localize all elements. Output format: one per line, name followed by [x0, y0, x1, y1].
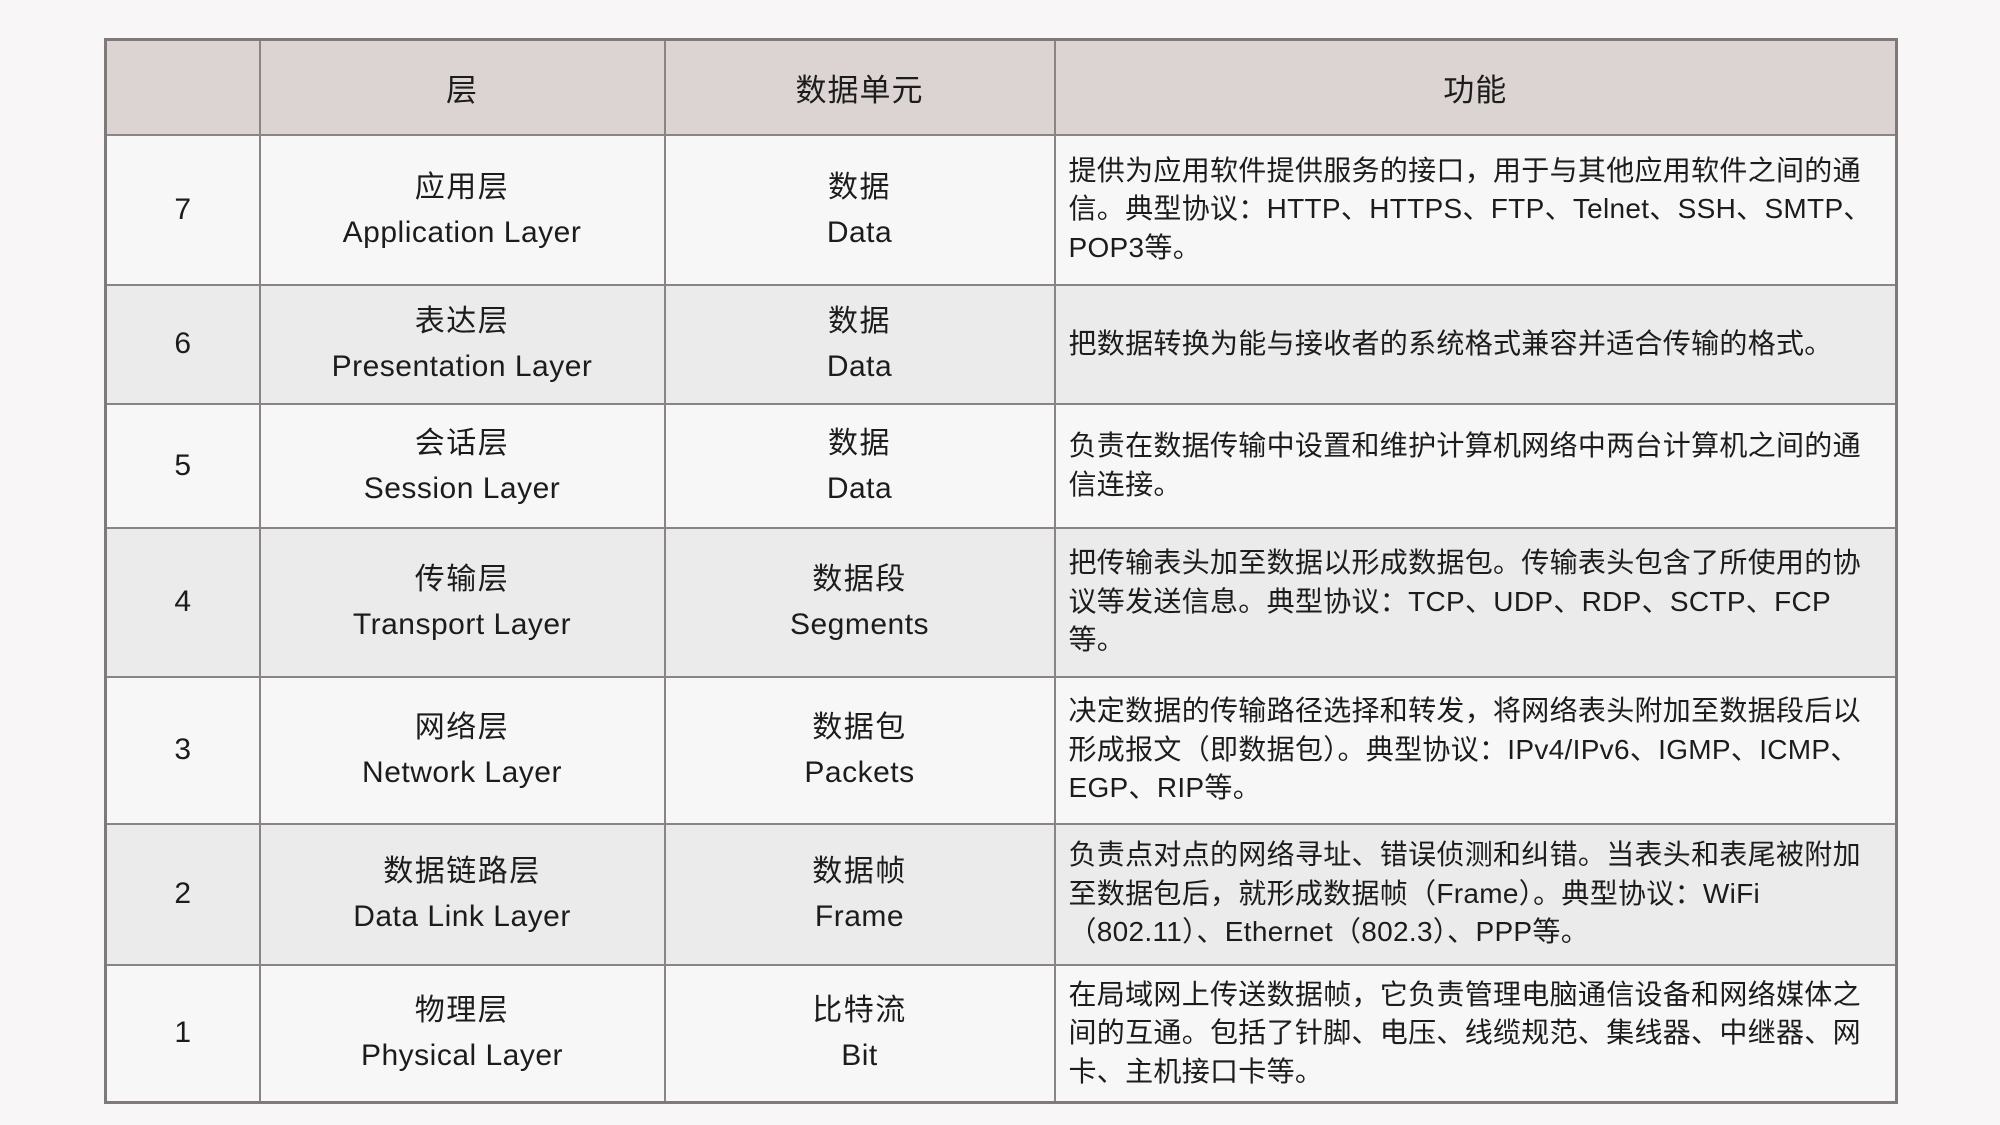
layer-number: 2	[104, 822, 261, 966]
header-cell-function: 功能	[1053, 38, 1898, 136]
data-unit-en: Bit	[841, 1039, 878, 1073]
data-unit-en: Data	[826, 471, 893, 505]
layer-number: 3	[104, 675, 261, 825]
layer-number: 1	[104, 963, 261, 1104]
layer-name-cell: 网络层 Network Layer	[258, 675, 666, 825]
layer-number: 7	[104, 133, 261, 286]
table-row-layer-4: 4 传输层 Transport Layer 数据段 Segments 把传输表头…	[104, 526, 1898, 678]
layer-name-en: Session Layer	[363, 471, 561, 505]
layer-name-en: Application Layer	[342, 215, 582, 249]
function-cell: 提供为应用软件提供服务的接口，用于与其他应用软件之间的通信。典型协议：HTTP、…	[1053, 133, 1898, 286]
layer-name-en: Presentation Layer	[331, 350, 593, 383]
layer-name-cell: 数据链路层 Data Link Layer	[258, 822, 666, 966]
data-unit-zh: 数据包	[812, 711, 907, 744]
data-unit-cell: 数据包 Packets	[663, 675, 1056, 825]
layer-name-en: Transport Layer	[352, 608, 572, 641]
layer-name-zh: 表达层	[414, 305, 510, 338]
data-unit-en: Packets	[804, 756, 915, 789]
table-row-layer-5: 5 会话层 Session Layer 数据 Data 负责在数据传输中设置和维…	[104, 402, 1898, 529]
layer-name-zh: 网络层	[414, 711, 510, 744]
function-cell: 把传输表头加至数据以形成数据包。传输表头包含了所使用的协议等发送信息。典型协议：…	[1053, 526, 1898, 678]
data-unit-zh: 数据段	[812, 563, 907, 596]
data-unit-zh: 数据	[828, 426, 891, 460]
function-cell: 在局域网上传送数据帧，它负责管理电脑通信设备和网络媒体之间的互通。包括了针脚、电…	[1053, 963, 1898, 1104]
layer-name-zh: 物理层	[414, 994, 510, 1028]
function-cell: 把数据转换为能与接收者的系统格式兼容并适合传输的格式。	[1053, 283, 1898, 405]
osi-model-table: 层 数据单元 功能 7 应用层 Application Layer 数据 Dat…	[104, 38, 1898, 1105]
header-cell-empty	[104, 38, 261, 136]
data-unit-cell: 数据 Data	[663, 402, 1056, 529]
data-unit-en: Data	[826, 215, 893, 249]
layer-name-cell: 会话层 Session Layer	[258, 402, 666, 529]
header-cell-data-unit: 数据单元	[663, 38, 1056, 136]
data-unit-zh: 数据帧	[812, 855, 907, 888]
table-row-layer-1: 1 物理层 Physical Layer 比特流 Bit 在局域网上传送数据帧，…	[104, 963, 1898, 1104]
data-unit-en: Data	[826, 350, 893, 383]
layer-name-cell: 物理层 Physical Layer	[258, 963, 666, 1104]
layer-name-zh: 传输层	[414, 563, 510, 596]
function-cell: 负责在数据传输中设置和维护计算机网络中两台计算机之间的通信连接。	[1053, 402, 1898, 529]
table-row-layer-6: 6 表达层 Presentation Layer 数据 Data 把数据转换为能…	[104, 283, 1898, 405]
data-unit-cell: 比特流 Bit	[663, 963, 1056, 1104]
layer-number: 6	[104, 283, 261, 405]
table-row-layer-3: 3 网络层 Network Layer 数据包 Packets 决定数据的传输路…	[104, 675, 1898, 825]
data-unit-zh: 比特流	[812, 994, 907, 1028]
data-unit-en: Frame	[814, 900, 905, 933]
table-row-layer-7: 7 应用层 Application Layer 数据 Data 提供为应用软件提…	[104, 133, 1898, 286]
layer-number: 5	[104, 402, 261, 529]
layer-name-en: Network Layer	[362, 756, 562, 789]
header-row: 层 数据单元 功能	[104, 38, 1898, 136]
layer-name-zh: 数据链路层	[383, 855, 541, 888]
data-unit-cell: 数据 Data	[663, 133, 1056, 286]
layer-number: 4	[104, 526, 261, 678]
table-row-layer-2: 2 数据链路层 Data Link Layer 数据帧 Frame 负责点对点的…	[104, 822, 1898, 966]
function-cell: 决定数据的传输路径选择和转发，将网络表头附加至数据段后以形成报文（即数据包）。典…	[1053, 675, 1898, 825]
layer-name-cell: 传输层 Transport Layer	[258, 526, 666, 678]
layer-name-en: Physical Layer	[360, 1039, 564, 1073]
layer-name-en: Data Link Layer	[353, 900, 571, 933]
layer-name-zh: 会话层	[414, 426, 510, 460]
data-unit-en: Segments	[789, 608, 930, 641]
data-unit-cell: 数据段 Segments	[663, 526, 1056, 678]
header-cell-layer: 层	[258, 38, 666, 136]
layer-name-cell: 应用层 Application Layer	[258, 133, 666, 286]
data-unit-zh: 数据	[828, 305, 891, 338]
function-cell: 负责点对点的网络寻址、错误侦测和纠错。当表头和表尾被附加至数据包后，就形成数据帧…	[1053, 822, 1898, 966]
data-unit-cell: 数据帧 Frame	[663, 822, 1056, 966]
data-unit-cell: 数据 Data	[663, 283, 1056, 405]
data-unit-zh: 数据	[828, 170, 891, 204]
layer-name-cell: 表达层 Presentation Layer	[258, 283, 666, 405]
layer-name-zh: 应用层	[414, 170, 510, 204]
